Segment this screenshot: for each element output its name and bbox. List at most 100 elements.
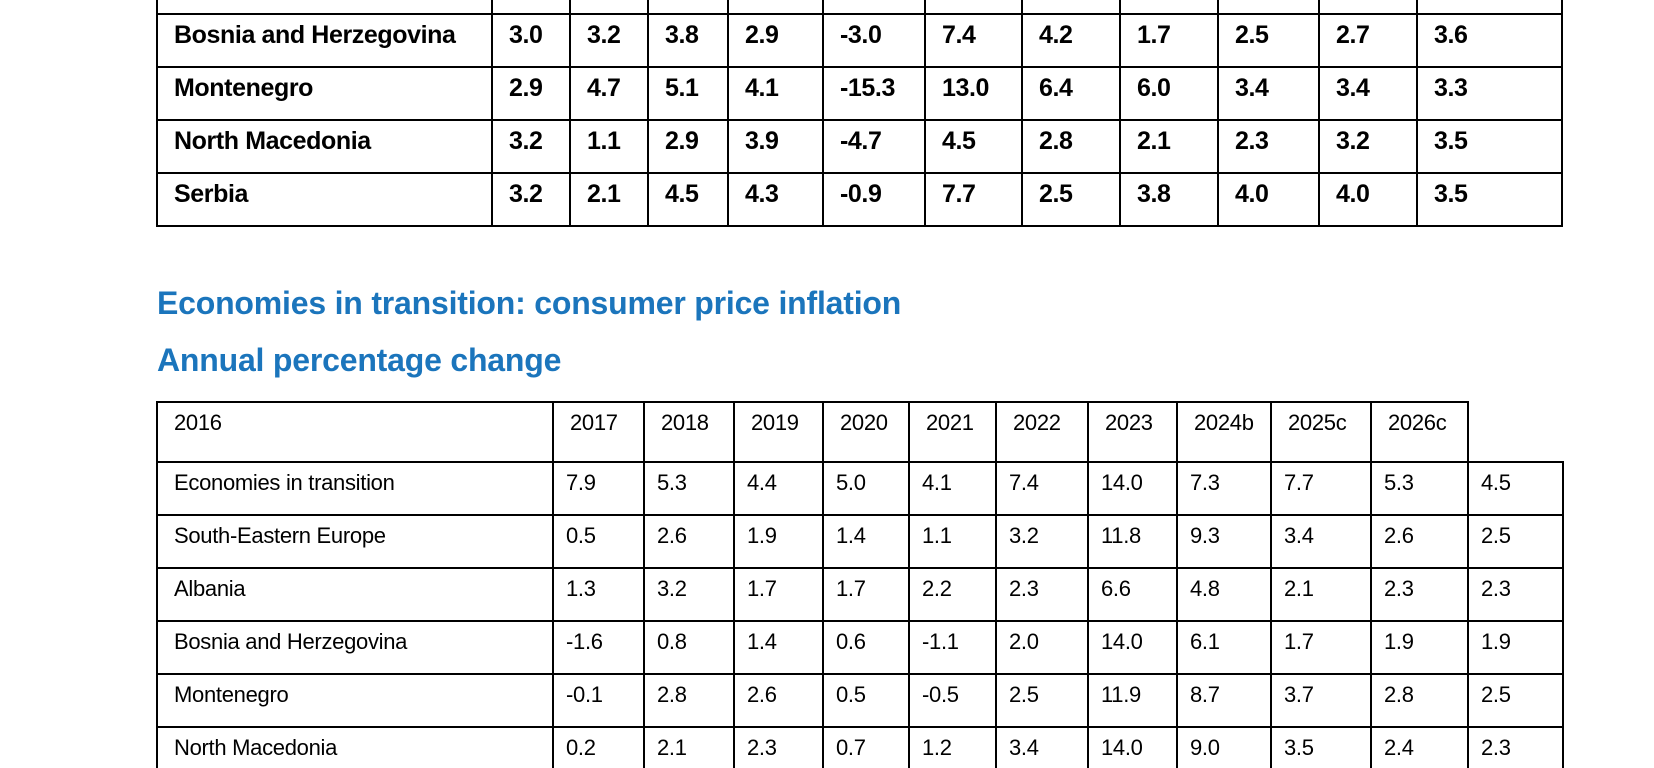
value-cell: 2.6: [733, 673, 824, 728]
value-cell: 4.5: [1467, 461, 1564, 516]
year-header-cell: 2016: [156, 401, 554, 463]
row-label-cell: Montenegro: [156, 673, 554, 728]
value-cell: 1.4: [822, 514, 910, 569]
value-cell: 3.2: [643, 567, 735, 622]
value-cell: -3.0: [822, 13, 926, 68]
value-cell: -0.9: [822, 172, 926, 227]
year-header-cell: 2021: [908, 401, 997, 463]
value-cell: 7.4: [924, 13, 1023, 68]
year-header-cell: 2025c: [1270, 401, 1372, 463]
empty-cell: [822, 0, 926, 15]
value-cell: 3.7: [1270, 673, 1372, 728]
value-cell: 0.8: [643, 620, 735, 675]
value-cell: 4.8: [1176, 567, 1272, 622]
value-cell: 6.0: [1119, 66, 1219, 121]
value-cell: 4.3: [727, 172, 824, 227]
value-cell: 7.9: [552, 461, 645, 516]
value-cell: 1.2: [908, 726, 997, 768]
value-cell: 3.5: [1416, 119, 1563, 174]
value-cell: 6.6: [1087, 567, 1178, 622]
row-label-cell: Serbia: [156, 172, 493, 227]
value-cell: 2.6: [643, 514, 735, 569]
row-label-cell: Economies in transition: [156, 461, 554, 516]
value-cell: 1.9: [1370, 620, 1469, 675]
value-cell: 3.4: [1318, 66, 1418, 121]
table-row: Montenegro -0.1 2.8 2.6 0.5 -0.5 2.5 11.9 8.7 3.7…: [156, 673, 1564, 728]
value-cell: 5.0: [822, 461, 910, 516]
value-cell: 2.7: [1318, 13, 1418, 68]
table-row: Montenegro 2.9 4.7 5.1 4.1 -15.3 13.0 6.4 6.0 3.4…: [156, 66, 1563, 121]
value-cell: 3.3: [1416, 66, 1563, 121]
value-cell: 2.1: [1270, 567, 1372, 622]
value-cell: 3.4: [995, 726, 1089, 768]
year-header-cell: 2018: [643, 401, 735, 463]
empty-cell: [727, 0, 824, 15]
value-cell: 3.5: [1416, 172, 1563, 227]
value-cell: 3.4: [1217, 66, 1320, 121]
value-cell: 2.9: [491, 66, 571, 121]
value-cell: 4.5: [647, 172, 729, 227]
value-cell: 1.4: [733, 620, 824, 675]
value-cell: 0.5: [552, 514, 645, 569]
value-cell: 2.2: [908, 567, 997, 622]
value-cell: 2.9: [727, 13, 824, 68]
empty-cell: [1021, 0, 1121, 15]
value-cell: 5.3: [1370, 461, 1469, 516]
value-cell: 9.0: [1176, 726, 1272, 768]
value-cell: 1.1: [908, 514, 997, 569]
empty-cell: [924, 0, 1023, 15]
value-cell: 2.3: [1467, 726, 1564, 768]
row-label-cell: Montenegro: [156, 66, 493, 121]
value-cell: 0.5: [822, 673, 910, 728]
value-cell: 2.8: [643, 673, 735, 728]
value-cell: 3.2: [995, 514, 1089, 569]
year-header-cell: 2023: [1087, 401, 1178, 463]
value-cell: 2.1: [643, 726, 735, 768]
value-cell: 7.7: [924, 172, 1023, 227]
value-cell: 2.3: [995, 567, 1089, 622]
empty-cell: [569, 0, 649, 15]
value-cell: 4.5: [924, 119, 1023, 174]
year-header-row: 2016 2017 2018 2019 2020 2021 2022 2023 2024b 202…: [156, 401, 1563, 463]
value-cell: 14.0: [1087, 620, 1178, 675]
value-cell: 1.7: [822, 567, 910, 622]
value-cell: 3.8: [647, 13, 729, 68]
value-cell: 4.2: [1021, 13, 1121, 68]
value-cell: 1.9: [733, 514, 824, 569]
value-cell: 2.6: [1370, 514, 1469, 569]
value-cell: -1.1: [908, 620, 997, 675]
row-label-cell: Bosnia and Herzegovina: [156, 620, 554, 675]
value-cell: 5.3: [643, 461, 735, 516]
value-cell: 3.2: [569, 13, 649, 68]
headerless-column-gap: [1468, 402, 1563, 462]
value-cell: 6.1: [1176, 620, 1272, 675]
value-cell: 2.5: [1467, 514, 1564, 569]
value-cell: 3.2: [491, 119, 571, 174]
value-cell: 1.7: [1270, 620, 1372, 675]
value-cell: 11.8: [1087, 514, 1178, 569]
value-cell: 0.6: [822, 620, 910, 675]
value-cell: 4.1: [727, 66, 824, 121]
inflation-table: 2016 2017 2018 2019 2020 2021 2022 2023 2024b 202…: [156, 401, 1564, 768]
table-row: Economies in transition 7.9 5.3 4.4 5.0 4.1 7.…: [156, 461, 1564, 516]
value-cell: 3.5: [1270, 726, 1372, 768]
value-cell: 11.9: [1087, 673, 1178, 728]
value-cell: 1.9: [1467, 620, 1564, 675]
upper-data-table: Bosnia and Herzegovina 3.0 3.2 3.8 2.9 -3.0 7.…: [156, 0, 1563, 227]
value-cell: 2.3: [1217, 119, 1320, 174]
table-row: North Macedonia 3.2 1.1 2.9 3.9 -4.7 4.5 2.8 2.1…: [156, 119, 1563, 174]
section-heading: Economies in transition: consumer price …: [157, 275, 901, 389]
value-cell: 7.4: [995, 461, 1089, 516]
table-row: Serbia 3.2 2.1 4.5 4.3 -0.9 7.7 2.5 3.8 4.0 4.0 3.5: [156, 172, 1563, 227]
row-label-cell: North Macedonia: [156, 119, 493, 174]
value-cell: 14.0: [1087, 726, 1178, 768]
value-cell: 2.4: [1370, 726, 1469, 768]
value-cell: 2.5: [1217, 13, 1320, 68]
empty-cell: [1119, 0, 1219, 15]
value-cell: 6.4: [1021, 66, 1121, 121]
year-header-cell: 2017: [552, 401, 645, 463]
value-cell: 1.7: [1119, 13, 1219, 68]
value-cell: 2.1: [569, 172, 649, 227]
value-cell: 7.3: [1176, 461, 1272, 516]
